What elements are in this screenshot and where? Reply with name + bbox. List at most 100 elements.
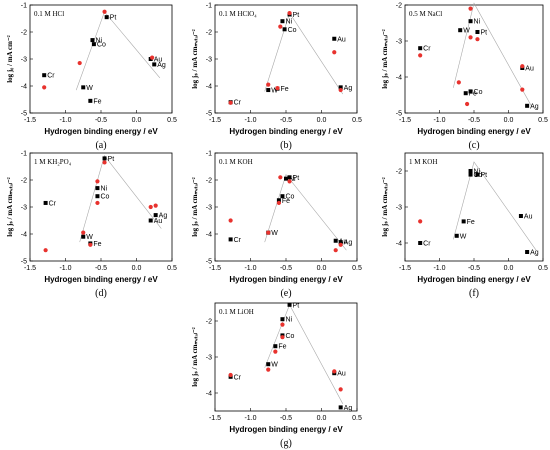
x-tick-label: 0.5 [352, 265, 362, 272]
data-point-square [81, 85, 86, 90]
data-point-circle [338, 87, 343, 93]
data-point-square [95, 186, 100, 191]
data-point-circle [42, 85, 47, 90]
y-tick-label: -4 [206, 232, 212, 239]
data-point-square [266, 362, 271, 367]
data-point-circle [418, 53, 423, 58]
x-tick-label: 0.0 [317, 117, 327, 124]
point-label: Co [288, 27, 297, 34]
point-label: Ni [285, 19, 292, 26]
x-tick-label: -0.5 [280, 265, 292, 272]
y-axis-label: log jₛ / mA cmₘₑₜₐₗ⁻² [191, 29, 199, 89]
data-point-circle [95, 179, 100, 184]
x-axis-label: Hydrogen binding energy / eV [44, 275, 158, 284]
point-label: Fe [469, 91, 477, 98]
x-tick-label: -1.5 [399, 117, 411, 124]
data-point-square [468, 19, 473, 24]
point-label: Pt [293, 12, 300, 19]
data-point-square [468, 172, 473, 177]
y-tick-label: -2 [396, 3, 402, 10]
panel-title: 1 M KH₂PO₄ [34, 158, 72, 166]
y-tick-label: -5 [21, 111, 27, 118]
data-point-circle [266, 367, 271, 372]
data-point-circle [273, 349, 278, 354]
point-label: Ni [95, 38, 102, 45]
x-tick-label: 0.5 [352, 117, 362, 124]
panel-caption: (a) [95, 140, 106, 151]
point-label: Au [524, 214, 533, 221]
y-tick-label: -3 [206, 57, 212, 64]
x-tick-label: -1.0 [433, 265, 445, 272]
point-label: Au [525, 66, 534, 73]
data-point-circle [418, 219, 423, 224]
data-point-square [91, 42, 96, 47]
data-point-square [42, 73, 47, 78]
data-point-square [43, 200, 48, 205]
x-tick-label: -0.5 [468, 265, 480, 272]
point-label: Fe [467, 219, 475, 226]
panel-title: 0.1 M LiOH [219, 308, 254, 316]
point-label: Cr [423, 46, 431, 53]
panel-title: 0.5 M NaCl [409, 10, 442, 18]
data-point-square [525, 250, 530, 254]
point-label: Cr [234, 374, 242, 381]
point-label: Ni [285, 317, 292, 324]
data-point-square [332, 36, 337, 41]
y-axis-label: log jₛ / mA cmₘₑₜₐₗ⁻² [6, 177, 14, 237]
y-tick-label: -5 [21, 259, 27, 266]
data-point-square [468, 89, 473, 94]
data-point-circle [520, 87, 525, 92]
x-tick-label: -1.0 [244, 117, 256, 124]
data-point-square [104, 15, 109, 20]
data-point-square [95, 194, 100, 199]
data-point-circle [468, 6, 473, 11]
data-point-square [280, 194, 285, 199]
panel-caption: (e) [280, 288, 291, 299]
point-label: Co [97, 42, 106, 49]
data-point-square [338, 85, 343, 90]
point-label: Ag [344, 405, 353, 412]
panel-title: 0.1 M HClO₄ [219, 10, 257, 18]
x-axis-label: Hydrogen binding energy / eV [417, 127, 531, 136]
y-tick-label: -5 [396, 111, 402, 118]
chart-panel-d: -1.5 -1.0 -0.5 0.0 0.5 -5 -4 -3 -2 -1 1 M KH₂PO₄ Cr… [6, 151, 177, 300]
volcano-guide-line [264, 304, 344, 404]
data-point-square [458, 28, 463, 33]
data-point-circle [332, 369, 337, 374]
x-tick-label: -0.5 [95, 117, 107, 124]
data-point-circle [275, 86, 280, 91]
data-point-circle [338, 387, 343, 392]
x-tick-label: 0.5 [538, 117, 548, 124]
y-tick-label: -3 [206, 205, 212, 212]
data-point-square [280, 19, 285, 24]
data-point-circle [228, 218, 233, 223]
point-label: Ni [100, 186, 107, 193]
chart-panel-e: -1.5 -1.0 -0.5 0.0 0.5 -5 -4 -3 -2 -1 0.1 M KOH Cr W… [191, 151, 362, 300]
data-point-circle [95, 200, 100, 206]
point-label: Ag [344, 240, 353, 247]
x-tick-label: 0.5 [538, 265, 548, 272]
x-tick-label: -0.5 [95, 265, 107, 272]
y-tick-label: -1 [206, 151, 212, 158]
y-tick-label: -4 [396, 241, 402, 248]
x-tick-label: -1.5 [399, 265, 411, 272]
y-tick-label: -2 [21, 178, 27, 185]
x-axis-label: Hydrogen binding energy / eV [417, 275, 531, 284]
data-point-circle [287, 179, 292, 184]
y-tick-label: -1 [21, 151, 27, 158]
point-label: Au [154, 218, 163, 225]
y-tick-label: -3 [21, 57, 27, 64]
y-tick-label: -3 [396, 39, 402, 46]
x-axis-label: Hydrogen binding energy / eV [229, 275, 343, 284]
x-tick-label: -1.5 [24, 117, 36, 124]
data-point-square [454, 233, 459, 238]
data-point-circle [148, 204, 153, 210]
point-label: Au [339, 238, 348, 245]
data-point-square [102, 156, 107, 161]
x-tick-label: -0.5 [468, 117, 480, 124]
data-point-square [153, 213, 158, 218]
data-point-square [276, 198, 281, 203]
point-label: Co [100, 194, 109, 201]
x-tick-label: -1.5 [209, 415, 221, 422]
point-label: Co [285, 194, 294, 201]
